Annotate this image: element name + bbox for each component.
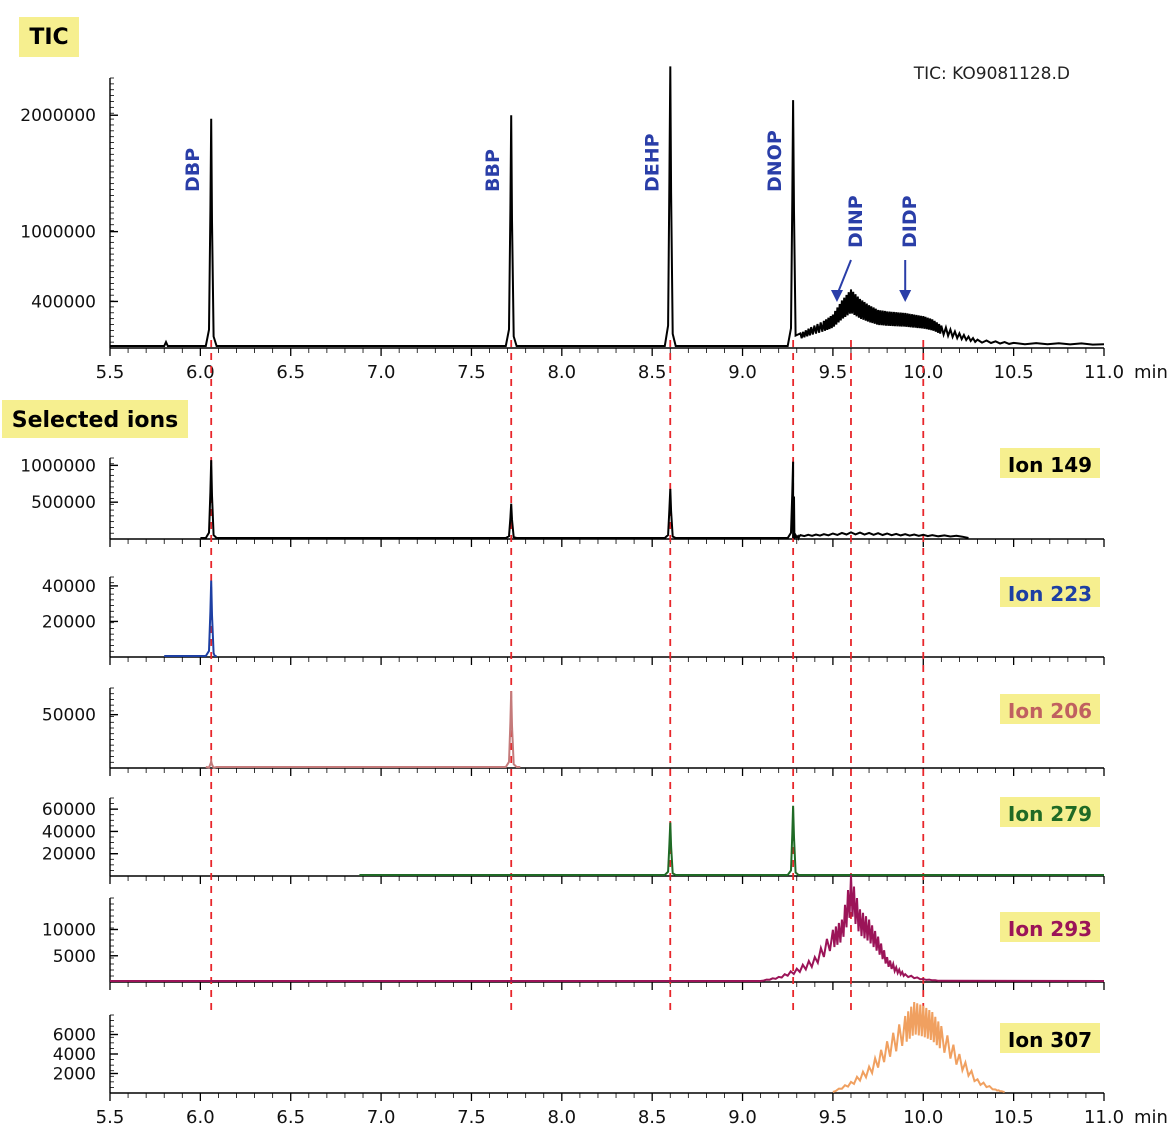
y-tick-label: 1000000 <box>20 456 96 476</box>
ion-label-bg <box>1000 577 1100 607</box>
y-tick-label: 50000 <box>42 706 96 726</box>
x-tick-label: 7.0 <box>367 1107 396 1128</box>
tic-badge-bg <box>19 17 79 57</box>
ion-label-0: Ion 149 <box>1008 453 1092 477</box>
tic-badge: TIC <box>29 25 68 50</box>
x-tick-label: 5.5 <box>96 1107 125 1128</box>
ion-trace-0 <box>200 460 969 541</box>
ion-label-bg <box>1000 448 1100 478</box>
panel-axes-ion-4: 10000 5000 <box>42 897 1105 990</box>
arrow-label-didp: DIDP <box>899 195 921 248</box>
x-tick-label: 9.5 <box>819 362 848 383</box>
x-tick-label: 7.5 <box>457 362 486 383</box>
y-tick-label: 60000 <box>42 800 96 820</box>
x-tick-label: 7.5 <box>457 1107 486 1128</box>
peak-label-dehp: DEHP <box>641 133 663 192</box>
arrow-head-dinp <box>830 290 843 302</box>
ion-label-2: Ion 206 <box>1008 699 1092 723</box>
x-tick-label: 8.0 <box>547 1107 576 1128</box>
x-tick-label: 9.5 <box>819 1107 848 1128</box>
y-tick-label: 40000 <box>42 822 96 842</box>
arrow-dinp <box>836 259 852 296</box>
y-tick-label: 500000 <box>31 493 96 513</box>
y-tick-label: 6000 <box>53 1026 96 1046</box>
x-tick-label: 6.5 <box>276 1107 305 1128</box>
x-tick-label: 10.0 <box>903 1107 943 1128</box>
x-tick-label: 10.5 <box>994 362 1034 383</box>
peak-label-dnop: DNOP <box>764 130 786 192</box>
y-tick-label: 10000 <box>42 921 96 941</box>
peak-label-dbp: DBP <box>182 148 204 192</box>
ion-label-3: Ion 279 <box>1008 802 1092 826</box>
y-tick-label: 20000 <box>42 612 96 632</box>
ion-label-bg <box>1000 912 1100 942</box>
x-tick-label: 9.0 <box>728 362 757 383</box>
arrow-label-dinp: DINP <box>845 195 867 248</box>
panel-axes-tic: 2000000 1000000 400000 5.5 6.0 6.5 7.0 7.5 8.0 8.… <box>20 77 1168 383</box>
x-tick-label: 10.5 <box>994 1107 1034 1128</box>
ion-label-bg <box>1000 694 1100 724</box>
ion-label-5: Ion 307 <box>1008 1028 1092 1052</box>
ion-label-4: Ion 293 <box>1008 917 1092 941</box>
selected-ions-title: Selected ions <box>12 408 179 433</box>
x-tick-label: 9.0 <box>728 1107 757 1128</box>
x-tick-label: 8.5 <box>638 362 667 383</box>
ion-trace-4 <box>110 875 1105 982</box>
x-tick-label: 11.0 <box>1084 362 1124 383</box>
x-tick-label: 5.5 <box>96 362 125 383</box>
peak-label-bbp: BBP <box>482 149 504 192</box>
arrow-head-didp <box>899 290 912 302</box>
panel-axes-ion-1: 40000 20000 <box>42 576 1105 665</box>
x-tick-label: 8.0 <box>547 362 576 383</box>
ion-trace-5 <box>832 1001 1005 1093</box>
x-tick-label: 6.0 <box>186 362 215 383</box>
tic-trace <box>110 66 1105 347</box>
y-tick-label: 1000000 <box>20 223 96 243</box>
x-unit-label: min <box>1134 362 1168 383</box>
x-unit-label: min <box>1134 1107 1168 1128</box>
y-tick-label: 20000 <box>42 845 96 865</box>
y-tick-label: 40000 <box>42 577 96 597</box>
x-tick-label: 7.0 <box>367 362 396 383</box>
ion-trace-3 <box>359 805 1104 876</box>
x-tick-label: 6.5 <box>276 362 305 383</box>
y-tick-label: 2000 <box>53 1065 96 1085</box>
y-tick-label: 400000 <box>31 292 96 312</box>
x-tick-label: 8.5 <box>638 1107 667 1128</box>
ion-label-bg <box>1000 1023 1100 1053</box>
panel-axes-ion-0: 1000000 500000 <box>20 456 1105 547</box>
y-tick-label: 4000 <box>53 1045 96 1065</box>
ion-label-1: Ion 223 <box>1008 582 1092 606</box>
y-tick-label: 2000000 <box>20 106 96 126</box>
ion-label-bg <box>1000 797 1100 827</box>
ion-trace-2 <box>205 691 521 769</box>
x-tick-label: 6.0 <box>186 1107 215 1128</box>
ion-trace-1 <box>164 580 217 657</box>
tic-file-label: TIC: KO9081128.D <box>913 64 1070 84</box>
x-tick-label: 11.0 <box>1084 1107 1124 1128</box>
selected-ions-bg <box>2 400 188 438</box>
panel-axes-ion-2: 50000 <box>42 687 1105 776</box>
y-tick-label: 5000 <box>53 947 96 967</box>
